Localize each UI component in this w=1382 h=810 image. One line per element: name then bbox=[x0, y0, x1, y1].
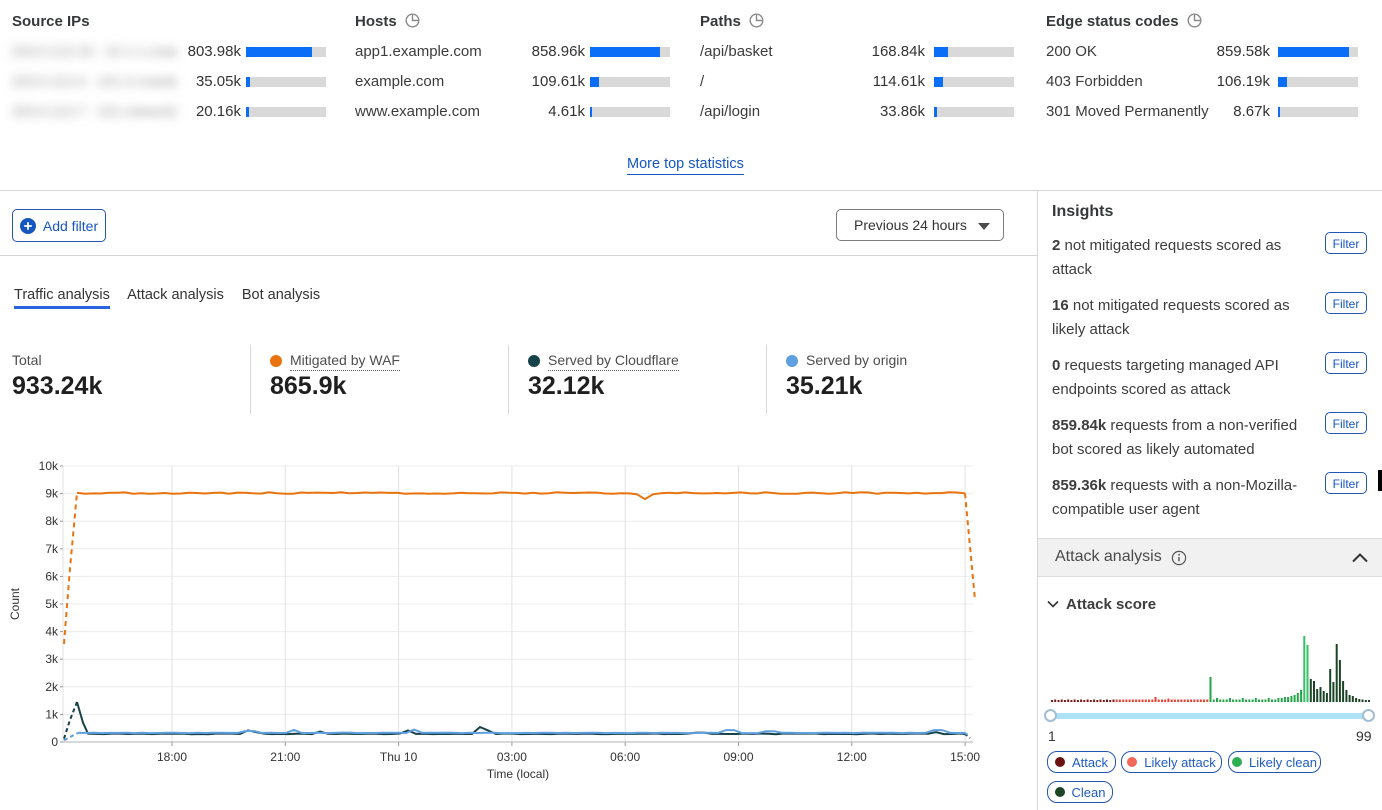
svg-text:09:00: 09:00 bbox=[723, 750, 753, 764]
svg-text:7k: 7k bbox=[45, 542, 59, 556]
svg-text:9k: 9k bbox=[45, 487, 59, 501]
svg-text:12:00: 12:00 bbox=[837, 750, 867, 764]
svg-text:18:00: 18:00 bbox=[157, 750, 187, 764]
svg-text:6k: 6k bbox=[45, 569, 59, 583]
svg-text:06:00: 06:00 bbox=[610, 750, 640, 764]
svg-text:4k: 4k bbox=[45, 625, 59, 639]
svg-text:03:00: 03:00 bbox=[497, 750, 527, 764]
svg-text:2k: 2k bbox=[45, 680, 59, 694]
svg-text:21:00: 21:00 bbox=[270, 750, 300, 764]
svg-text:5k: 5k bbox=[45, 597, 59, 611]
svg-text:15:00: 15:00 bbox=[950, 750, 980, 764]
svg-text:Count: Count bbox=[8, 587, 22, 620]
svg-text:3k: 3k bbox=[45, 652, 59, 666]
svg-text:Time (local): Time (local) bbox=[487, 767, 549, 781]
svg-text:Thu 10: Thu 10 bbox=[380, 750, 418, 764]
svg-text:0: 0 bbox=[51, 735, 58, 749]
svg-text:10k: 10k bbox=[39, 459, 59, 473]
svg-text:1k: 1k bbox=[45, 707, 59, 721]
svg-text:8k: 8k bbox=[45, 514, 59, 528]
